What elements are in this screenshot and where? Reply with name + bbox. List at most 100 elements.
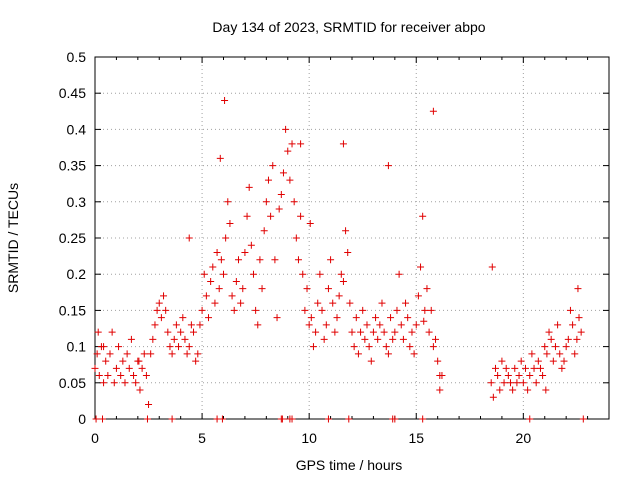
data-point bbox=[192, 357, 200, 365]
data-point bbox=[329, 299, 337, 307]
data-point bbox=[374, 335, 382, 343]
data-point bbox=[187, 321, 195, 329]
data-point bbox=[132, 379, 140, 387]
data-point bbox=[504, 372, 512, 380]
data-point bbox=[220, 270, 227, 278]
data-point bbox=[249, 270, 257, 278]
data-point bbox=[168, 350, 176, 358]
data-point bbox=[316, 270, 324, 278]
data-point bbox=[98, 415, 106, 423]
data-point bbox=[149, 335, 157, 343]
data-point bbox=[309, 343, 317, 351]
data-point bbox=[153, 306, 161, 314]
data-point bbox=[346, 299, 354, 307]
data-point bbox=[160, 292, 168, 300]
data-point bbox=[143, 415, 151, 423]
data-point bbox=[526, 415, 534, 423]
data-point bbox=[166, 343, 174, 351]
data-point bbox=[136, 386, 144, 394]
data-point bbox=[106, 350, 114, 358]
data-point bbox=[177, 328, 185, 336]
data-point bbox=[247, 241, 255, 249]
data-point bbox=[425, 328, 433, 336]
data-point bbox=[391, 415, 399, 423]
data-point bbox=[140, 350, 148, 358]
data-point bbox=[500, 379, 508, 387]
data-point bbox=[359, 306, 367, 314]
data-point bbox=[571, 350, 579, 358]
data-point bbox=[489, 393, 497, 401]
data-point bbox=[245, 183, 253, 191]
data-point bbox=[436, 372, 444, 380]
data-point bbox=[335, 292, 343, 300]
data-point bbox=[369, 328, 377, 336]
data-point bbox=[282, 125, 290, 133]
data-point bbox=[376, 321, 384, 329]
data-point bbox=[579, 415, 587, 423]
data-point bbox=[402, 299, 410, 307]
y-tick-label: 0.5 bbox=[67, 49, 87, 65]
data-point bbox=[239, 285, 247, 293]
data-point bbox=[342, 227, 350, 235]
y-tick-label: 0.35 bbox=[59, 158, 86, 174]
data-point bbox=[196, 321, 204, 329]
data-point bbox=[279, 169, 287, 177]
data-point bbox=[395, 270, 403, 278]
data-point bbox=[320, 335, 328, 343]
data-point bbox=[297, 212, 305, 220]
data-point bbox=[155, 299, 163, 307]
data-point bbox=[432, 335, 440, 343]
data-point bbox=[221, 96, 229, 104]
data-point bbox=[130, 372, 138, 380]
data-point bbox=[339, 140, 347, 148]
data-point bbox=[183, 350, 191, 358]
data-point bbox=[363, 321, 371, 329]
data-point bbox=[429, 343, 437, 351]
data-point bbox=[509, 386, 517, 394]
data-point bbox=[408, 328, 416, 336]
x-tick-label: 15 bbox=[408, 430, 424, 446]
data-point bbox=[115, 343, 123, 351]
data-point bbox=[286, 176, 294, 184]
y-tick-label: 0.45 bbox=[59, 85, 86, 101]
data-point bbox=[127, 335, 135, 343]
data-point bbox=[218, 415, 226, 423]
x-tick-label: 20 bbox=[516, 430, 532, 446]
data-point bbox=[185, 343, 193, 351]
data-point bbox=[241, 248, 249, 256]
data-point bbox=[292, 234, 300, 242]
data-point bbox=[305, 321, 313, 329]
data-point bbox=[575, 314, 583, 322]
data-point bbox=[387, 314, 395, 322]
data-point bbox=[436, 386, 444, 394]
data-point bbox=[536, 364, 544, 372]
data-point bbox=[100, 343, 108, 351]
data-point bbox=[198, 306, 206, 314]
data-point bbox=[524, 386, 532, 394]
data-point bbox=[511, 364, 519, 372]
data-point bbox=[110, 379, 118, 387]
data-point bbox=[194, 350, 202, 358]
data-point bbox=[406, 343, 414, 351]
data-point bbox=[551, 343, 559, 351]
data-point bbox=[397, 321, 405, 329]
data-point bbox=[541, 343, 549, 351]
data-point bbox=[558, 364, 566, 372]
data-point bbox=[125, 364, 133, 372]
data-point bbox=[318, 306, 326, 314]
data-point bbox=[545, 328, 553, 336]
data-point bbox=[138, 364, 146, 372]
data-point bbox=[254, 321, 262, 329]
y-tick-label: 0 bbox=[78, 411, 86, 427]
data-point bbox=[117, 372, 125, 380]
data-point bbox=[95, 372, 103, 380]
data-point bbox=[434, 357, 442, 365]
data-point bbox=[528, 350, 536, 358]
data-point bbox=[427, 306, 435, 314]
data-point bbox=[539, 372, 547, 380]
data-point bbox=[301, 306, 309, 314]
data-point bbox=[190, 328, 198, 336]
data-point bbox=[547, 335, 555, 343]
data-point bbox=[564, 335, 572, 343]
data-point bbox=[344, 248, 352, 256]
